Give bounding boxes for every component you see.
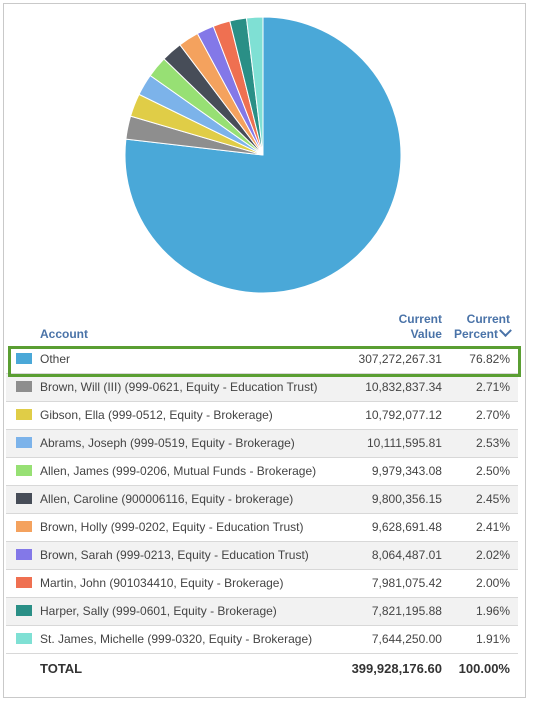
account-name: Allen, Caroline (900006116, Equity - bro… (40, 492, 294, 506)
account-name: St. James, Michelle (999-0320, Equity - … (40, 632, 313, 646)
color-swatch (16, 352, 32, 364)
color-swatch (16, 633, 32, 644)
pie-slice[interactable] (245, 16, 264, 156)
current-percent-cell: 1.91% (449, 625, 518, 654)
current-percent-cell: 2.50% (449, 457, 518, 486)
current-value-cell: 10,792,077.12 (345, 401, 450, 430)
total-label: TOTAL (40, 660, 83, 676)
account-name: Gibson, Ella (999-0512, Equity - Brokera… (40, 408, 273, 422)
current-value-cell: 8,064,487.01 (345, 541, 450, 570)
table-row[interactable]: Allen, Caroline (900006116, Equity - bro… (6, 485, 518, 514)
current-value-cell: 7,821,195.88 (345, 597, 450, 626)
table-row[interactable]: Martin, John (901034410, Equity - Broker… (6, 569, 518, 598)
current-percent-cell: 2.70% (449, 401, 518, 430)
current-percent-cell: 2.53% (449, 429, 518, 458)
column-header-current-value-line2: Value (410, 327, 442, 341)
color-swatch (16, 465, 32, 476)
account-cell: Martin, John (901034410, Equity - Broker… (6, 569, 346, 598)
current-percent-cell: 2.71% (449, 373, 518, 402)
table-row[interactable]: Allen, James (999-0206, Mutual Funds - B… (6, 457, 518, 486)
account-cell: Brown, Holly (999-0202, Equity - Educati… (6, 513, 346, 542)
table-row[interactable]: Brown, Holly (999-0202, Equity - Educati… (6, 513, 518, 542)
color-swatch (16, 521, 32, 532)
current-value-cell: 7,644,250.00 (345, 625, 450, 654)
current-value-cell: 307,272,267.31 (345, 345, 450, 374)
column-header-current-percent[interactable]: Current Percent (450, 312, 518, 345)
current-percent-cell: 76.82% (449, 345, 518, 374)
current-value-cell: 10,832,837.34 (345, 373, 450, 402)
table-row[interactable]: Brown, Sarah (999-0213, Equity - Educati… (6, 541, 518, 570)
account-cell: Gibson, Ella (999-0512, Equity - Brokera… (6, 401, 346, 430)
column-header-account[interactable]: Account (40, 327, 88, 341)
current-value-cell: 7,981,075.42 (345, 569, 450, 598)
account-cell: Harper, Sally (999-0601, Equity - Broker… (6, 597, 346, 626)
account-name: Brown, Holly (999-0202, Equity - Educati… (40, 520, 304, 534)
account-name: Other (40, 351, 71, 366)
color-swatch (16, 605, 32, 616)
color-swatch (16, 549, 32, 560)
table-row[interactable]: Gibson, Ella (999-0512, Equity - Brokera… (6, 401, 518, 430)
column-header-current-value[interactable]: Current Value (345, 312, 450, 345)
color-swatch (16, 437, 32, 448)
account-cell: Other (6, 345, 346, 374)
chevron-down-icon[interactable] (499, 324, 512, 338)
account-name: Allen, James (999-0206, Mutual Funds - B… (40, 464, 317, 478)
table-row[interactable]: Harper, Sally (999-0601, Equity - Broker… (6, 597, 518, 626)
pie-chart (124, 16, 402, 294)
account-name: Martin, John (901034410, Equity - Broker… (40, 576, 284, 590)
total-percent: 100.00% (458, 660, 510, 676)
account-cell: St. James, Michelle (999-0320, Equity - … (6, 625, 346, 654)
table-row[interactable]: Abrams, Joseph (999-0519, Equity - Broke… (6, 429, 518, 458)
account-name: Brown, Sarah (999-0213, Equity - Educati… (40, 548, 309, 562)
column-header-current-value-line1: Current (398, 312, 442, 326)
account-cell: Allen, Caroline (900006116, Equity - bro… (6, 485, 346, 514)
current-percent-cell: 2.41% (449, 513, 518, 542)
allocation-table: Account Current Value Current Percent Ot… (6, 312, 518, 683)
table-row[interactable]: Other 307,272,267.31 76.82% (6, 345, 518, 374)
account-cell: Allen, James (999-0206, Mutual Funds - B… (6, 457, 346, 486)
current-value-cell: 9,628,691.48 (345, 513, 450, 542)
account-cell: Abrams, Joseph (999-0519, Equity - Broke… (6, 429, 346, 458)
color-swatch (16, 409, 32, 420)
account-cell: Brown, Sarah (999-0213, Equity - Educati… (6, 541, 346, 570)
table-row[interactable]: St. James, Michelle (999-0320, Equity - … (6, 625, 518, 654)
color-swatch (16, 493, 32, 504)
current-value-cell: 10,111,595.81 (345, 429, 450, 458)
current-value-cell: 9,800,356.15 (345, 485, 450, 514)
total-value: 399,928,176.60 (351, 660, 442, 676)
current-percent-cell: 2.00% (449, 569, 518, 598)
color-swatch (16, 381, 32, 392)
account-cell: Brown, Will (III) (999-0621, Equity - Ed… (6, 373, 346, 402)
column-header-current-percent-line1: Current (466, 312, 510, 326)
current-value-cell: 9,979,343.08 (345, 457, 450, 486)
highlight-box (8, 346, 521, 377)
column-header-current-percent-line2: Percent (453, 327, 498, 341)
total-row: TOTAL 399,928,176.60 100.00% (6, 653, 518, 683)
account-name: Abrams, Joseph (999-0519, Equity - Broke… (40, 436, 295, 450)
account-name: Brown, Will (III) (999-0621, Equity - Ed… (40, 380, 318, 394)
pie-slice[interactable] (124, 16, 402, 294)
table-row[interactable]: Brown, Will (III) (999-0621, Equity - Ed… (6, 373, 518, 402)
current-percent-cell: 1.96% (449, 597, 518, 626)
table-header-row: Account Current Value Current Percent (6, 312, 518, 345)
account-name: Harper, Sally (999-0601, Equity - Broker… (40, 604, 277, 618)
current-percent-cell: 2.02% (449, 541, 518, 570)
color-swatch (16, 577, 32, 588)
current-percent-cell: 2.45% (449, 485, 518, 514)
